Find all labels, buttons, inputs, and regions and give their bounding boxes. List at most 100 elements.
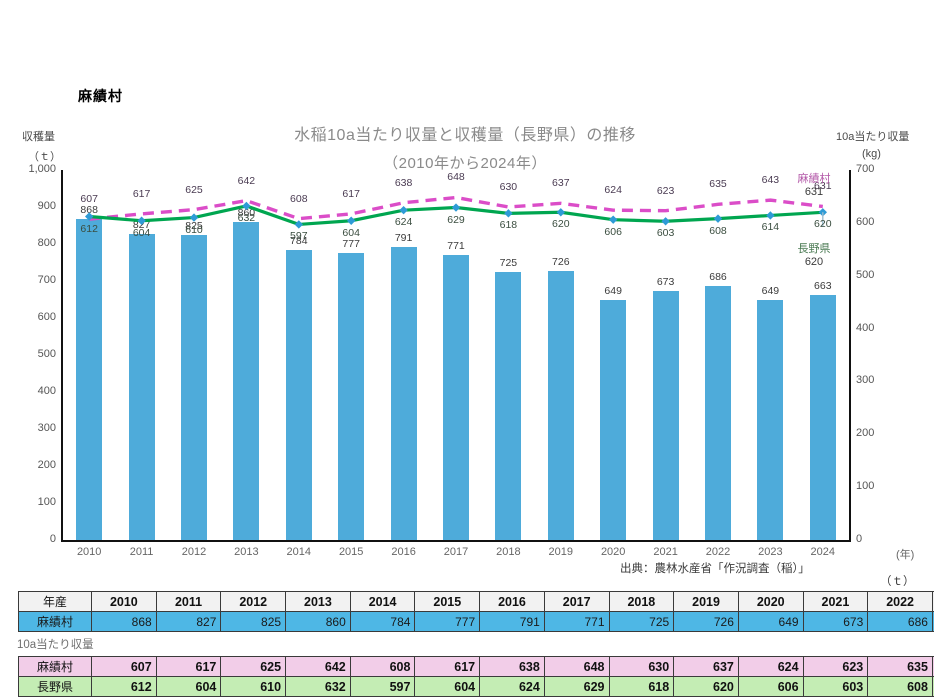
x-axis-tick: 2023 bbox=[758, 546, 783, 558]
y-axis-left-line bbox=[61, 170, 63, 542]
bar bbox=[390, 247, 417, 540]
harvest-table: 年産 2010 2011 2012 2013 2014 2015 2016 2017 2018 2… bbox=[18, 591, 934, 632]
nagano-yield-label: 618 bbox=[499, 219, 518, 232]
bar bbox=[495, 271, 522, 540]
legend-nagano: 長野県 620 bbox=[786, 240, 842, 268]
x-axis-tick: 2012 bbox=[181, 546, 207, 558]
bar bbox=[547, 271, 574, 540]
bar bbox=[443, 254, 469, 540]
chart-title: 水稲10a当たり収量と収穫量（長野県）の推移 bbox=[294, 127, 636, 144]
harvest-cell: 791 bbox=[479, 611, 545, 632]
y-axis-right-line bbox=[849, 170, 851, 542]
x-axis-tick: 2015 bbox=[338, 546, 364, 558]
x-axis-tick: 2010 bbox=[76, 546, 102, 558]
omi-yield-cell: 624 bbox=[737, 656, 804, 677]
y-axis-left-title: 収穫量 bbox=[22, 131, 55, 143]
nagano-line-marker bbox=[294, 220, 303, 229]
nagano-line-marker bbox=[713, 214, 723, 223]
omi-yield-label: 617 bbox=[132, 187, 151, 200]
legend-omi-value: 631 bbox=[804, 186, 824, 198]
y-axis-right-unit: (kg) bbox=[862, 148, 881, 160]
nagano-yield-cell: 604 bbox=[414, 676, 481, 697]
harvest-cell: 649 bbox=[931, 611, 934, 632]
y-axis-right-tick: 600 bbox=[856, 215, 875, 228]
bar-value-label: 686 bbox=[709, 271, 727, 284]
bar-value-label: 726 bbox=[552, 256, 570, 269]
nagano-yield-label: 612 bbox=[80, 222, 98, 235]
year-column-header: 2019 bbox=[673, 591, 739, 612]
yield-section-note: 10a当たり収量 bbox=[17, 639, 94, 651]
omi-yield-cell: 608 bbox=[349, 656, 416, 677]
y-axis-left-tick: 600 bbox=[37, 311, 56, 323]
bar bbox=[285, 249, 312, 540]
legend-omi: 麻績村 631 bbox=[786, 170, 842, 198]
bar-value-label: 784 bbox=[290, 234, 308, 247]
omi-yield-cell: 617 bbox=[155, 656, 222, 677]
omi-yield-cell: 637 bbox=[673, 656, 739, 677]
nagano-yield-label: 624 bbox=[394, 216, 413, 229]
bar-value-label: 725 bbox=[499, 256, 518, 269]
year-header: 年産 bbox=[18, 591, 92, 612]
nagano-yield-cell: 618 bbox=[608, 676, 675, 697]
x-axis-tick: 2019 bbox=[548, 546, 574, 558]
legend-nagano-label: 長野県 bbox=[797, 243, 831, 255]
nagano-line-marker bbox=[347, 216, 356, 225]
nagano-line-marker bbox=[451, 203, 461, 212]
harvest-cell: 827 bbox=[155, 611, 222, 632]
omi-yield-cell: 617 bbox=[414, 656, 481, 677]
table-row: 麻績村 607 617 625 642 608 617 638 648 630 637 624 623… bbox=[18, 656, 934, 677]
year-column-header: 2021 bbox=[802, 591, 869, 612]
nagano-yield-label: 610 bbox=[185, 223, 203, 236]
nagano-yield-label: 604 bbox=[132, 226, 151, 239]
x-axis-tick: 2021 bbox=[653, 546, 678, 558]
year-column-header: 2017 bbox=[543, 591, 610, 612]
omi-yield-cell: 630 bbox=[608, 656, 675, 677]
harvest-cell: 771 bbox=[543, 611, 610, 632]
harvest-cell: 868 bbox=[91, 611, 157, 632]
x-axis-unit-label: (年) bbox=[896, 549, 915, 561]
y-axis-right-tick: 100 bbox=[856, 480, 875, 493]
y-axis-left-tick: 200 bbox=[37, 459, 56, 471]
omi-yield-label: 630 bbox=[499, 181, 518, 193]
x-axis-tick: 2017 bbox=[443, 546, 469, 558]
y-axis-right-tick: 700 bbox=[856, 163, 875, 175]
nagano-line-marker bbox=[661, 217, 670, 226]
harvest-cell: 777 bbox=[414, 611, 481, 632]
bar-value-label: 649 bbox=[604, 284, 622, 297]
x-axis-tick: 2018 bbox=[496, 546, 521, 558]
nagano-yield-cell: 597 bbox=[349, 676, 416, 697]
x-axis-line bbox=[61, 540, 851, 542]
year-column-header: 2020 bbox=[737, 591, 804, 612]
nagano-line-marker bbox=[504, 209, 513, 218]
x-axis-tick: 2016 bbox=[391, 546, 416, 558]
year-column-header: 2016 bbox=[479, 591, 545, 612]
bar bbox=[705, 286, 731, 540]
bar bbox=[233, 221, 260, 540]
y-axis-left-tick: 0 bbox=[49, 533, 56, 545]
nagano-yield-cell: 608 bbox=[867, 676, 933, 697]
bar bbox=[757, 299, 784, 540]
year-column-header: 2012 bbox=[220, 591, 287, 612]
bar bbox=[128, 234, 155, 540]
nagano-yield-cell: 610 bbox=[220, 676, 287, 697]
omi-yield-label: 608 bbox=[290, 192, 308, 205]
nagano-yield-label: 608 bbox=[709, 224, 727, 237]
nagano-yield-cell: 603 bbox=[802, 676, 869, 697]
year-column-header: 2022 bbox=[867, 591, 933, 612]
harvest-cell: 686 bbox=[867, 611, 933, 632]
bar bbox=[652, 290, 679, 540]
bar-value-label: 868 bbox=[80, 203, 98, 216]
omi-yield-label: 607 bbox=[80, 193, 98, 206]
omi-yield-label: 631 bbox=[814, 180, 832, 193]
bar-value-label: 771 bbox=[447, 239, 465, 252]
yield-table: 麻績村 607 617 625 642 608 617 638 648 630 637 624 623… bbox=[18, 656, 934, 697]
omi-yield-cell: 623 bbox=[802, 656, 869, 677]
source-note: 出典：農林水産省「作況調査（稲）」 bbox=[620, 563, 810, 575]
bar-value-label: 663 bbox=[814, 279, 832, 292]
bar-value-label: 649 bbox=[761, 284, 780, 297]
y-axis-left-tick: 1,000 bbox=[28, 163, 56, 175]
omi-yield-cell: 625 bbox=[220, 656, 287, 677]
nagano-yield-label: 597 bbox=[290, 230, 308, 243]
table-header-row: 年産 2010 2011 2012 2013 2014 2015 2016 2017 2018 2… bbox=[18, 591, 934, 612]
